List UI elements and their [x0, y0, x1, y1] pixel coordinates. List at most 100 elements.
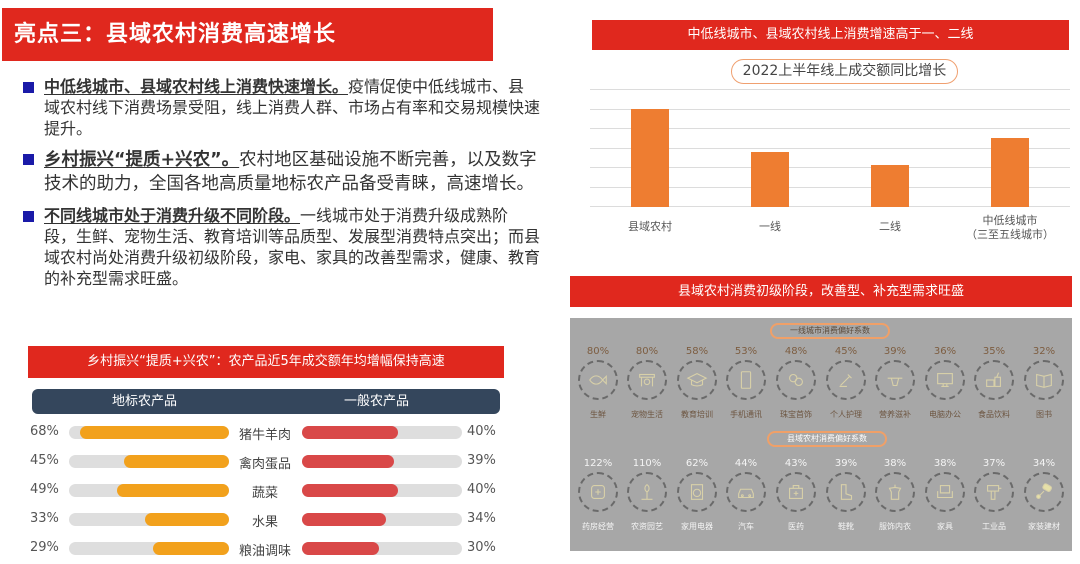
general-bar-track: [302, 426, 462, 439]
agri-diverging-bar-chart: 68% 猪牛羊肉 40% 45% 禽肉蛋品 39% 49% 蔬菜 40% 33%…: [30, 422, 510, 564]
book-icon: [1024, 360, 1064, 400]
pref-label: 生鲜: [590, 410, 606, 419]
category-label: 猪牛羊肉: [238, 428, 291, 443]
general-bar-track: [302, 542, 462, 555]
x-label: 县域农村: [628, 220, 672, 233]
geo-value: 33%: [30, 511, 59, 526]
geo-value: 29%: [30, 540, 59, 555]
bullet-item: 乡村振兴“提质+兴农”。农村地区基础设施不断完善，以及数字技术的助力，全国各地高…: [20, 148, 540, 196]
pref-pct: 62%: [685, 458, 709, 469]
geo-bar-track: [69, 513, 229, 526]
general-bar-track: [302, 455, 462, 468]
pref-pct: 43%: [784, 458, 808, 469]
geo-bar-fill: [124, 455, 229, 468]
pref-label: 汽车: [738, 522, 754, 531]
preference-panel-title: 县域农村消费初级阶段，改善型、补充型需求旺盛: [570, 276, 1072, 307]
pref-label: 家用电器: [681, 522, 713, 531]
tier1-coef-badge: 一线城市消费偏好系数: [770, 323, 890, 339]
pref-item: 32% 图书: [1019, 346, 1069, 420]
general-bar-track: [302, 513, 462, 526]
slide-title: 亮点三：县域农村消费高速增长: [2, 8, 493, 61]
general-bar-track: [302, 484, 462, 497]
gridline: [590, 147, 1070, 149]
bullet-lead: 中低线城市、县域农村线上消费快速增长。: [44, 77, 349, 96]
pharmacy-icon: [578, 472, 618, 512]
header-geo-products: 地标农产品: [112, 394, 178, 409]
geo-value: 45%: [30, 453, 59, 468]
bullet-square-icon: [23, 154, 34, 165]
pref-label: 家具: [937, 522, 953, 531]
bar-county-rural: [631, 109, 669, 207]
pref-item: 80% 宠物生活: [622, 346, 672, 420]
pref-pct: 39%: [834, 458, 858, 469]
geo-bar-track: [69, 426, 229, 439]
geo-value: 49%: [30, 482, 59, 497]
geo-value: 68%: [30, 424, 59, 439]
pref-label: 珠宝首饰: [780, 410, 812, 419]
pref-pct: 37%: [982, 458, 1006, 469]
general-bar-fill: [302, 513, 386, 526]
pet-bowl-icon: [627, 360, 667, 400]
pref-pct: 110%: [632, 458, 662, 469]
pref-pct: 35%: [982, 346, 1006, 357]
pref-item: 38% 家具: [920, 458, 970, 532]
category-label: 水果: [251, 515, 278, 530]
phone-icon: [726, 360, 766, 400]
pref-item: 35% 食品饮料: [969, 346, 1019, 420]
x-axis-labels: 县域农村 一线 二线 中低线城市 （三至五线城市）: [590, 214, 1070, 245]
clothing-icon: [875, 472, 915, 512]
computer-icon: [925, 360, 965, 400]
pref-label: 教育培训: [681, 410, 713, 419]
general-value: 40%: [467, 482, 496, 497]
bullet-list: 中低线城市、县域农村线上消费快速增长。疫情促使中低线城市、县域农村线下消费场景受…: [20, 76, 540, 298]
boot-icon: [826, 472, 866, 512]
bullet-lead: 乡村振兴“提质+兴农”。: [44, 150, 240, 170]
graduation-cap-icon: [677, 360, 717, 400]
bullet-item: 不同线城市处于消费升级不同阶段。一线城市处于消费升级成熟阶段，生鲜、宠物生活、教…: [20, 205, 540, 289]
pref-label: 食品饮料: [978, 410, 1010, 419]
agri-row: 49% 蔬菜 40%: [30, 480, 510, 509]
pref-item: 37% 工业品: [969, 458, 1019, 532]
bullet-square-icon: [23, 211, 34, 222]
bar-lower-tier: [991, 138, 1029, 207]
pref-pct: 53%: [734, 346, 758, 357]
general-bar-fill: [302, 455, 394, 468]
sofa-icon: [925, 472, 965, 512]
tier1-icon-row: 80% 生鲜 80% 宠物生活 58% 教育培训 53% 手机通讯 48% 珠宝…: [573, 346, 1071, 426]
pref-pct: 122%: [583, 458, 613, 469]
nutrition-icon: [875, 360, 915, 400]
pref-label: 手机通讯: [730, 410, 762, 419]
bullet-item: 中低线城市、县域农村线上消费快速增长。疫情促使中低线城市、县域农村线下消费场景受…: [20, 76, 540, 139]
bullet-lead: 不同线城市处于消费升级不同阶段。: [44, 206, 301, 225]
pref-label: 家装建材: [1028, 522, 1060, 531]
pref-item: 36% 电脑办公: [920, 346, 970, 420]
pref-item: 45% 个人护理: [821, 346, 871, 420]
pref-item: 80% 生鲜: [573, 346, 623, 420]
pref-label: 医药: [788, 522, 804, 531]
county-coef-badge: 县域农村消费偏好系数: [767, 431, 887, 447]
agri-group-header: 地标农产品 一般农产品: [32, 389, 500, 414]
bar-tier2: [871, 165, 909, 207]
geo-bar-fill: [145, 513, 229, 526]
general-value: 39%: [467, 453, 496, 468]
geo-bar-track: [69, 455, 229, 468]
general-value: 40%: [467, 424, 496, 439]
gardening-icon: [627, 472, 667, 512]
pref-item: 39% 营养滋补: [870, 346, 920, 420]
pref-label: 工业品: [982, 522, 1006, 531]
growth-panel-title: 中低线城市、县域农村线上消费增速高于一、二线: [592, 20, 1069, 50]
pref-label: 宠物生活: [631, 410, 663, 419]
agri-row: 33% 水果 34%: [30, 509, 510, 538]
pref-label: 图书: [1036, 410, 1052, 419]
personal-care-icon: [826, 360, 866, 400]
pref-pct: 38%: [933, 458, 957, 469]
gridline: [590, 187, 1070, 188]
pref-label: 个人护理: [830, 410, 862, 419]
pref-item: 110% 农资园艺: [622, 458, 672, 532]
pref-label: 电脑办公: [929, 410, 961, 419]
bullet-square-icon: [23, 82, 34, 93]
pref-pct: 80%: [586, 346, 610, 357]
gridline: [590, 108, 1070, 110]
x-label-sub: （三至五线城市）: [966, 228, 1054, 241]
county-icon-row: 122% 药房经营 110% 农资园艺 62% 家用电器 44% 汽车 43% …: [573, 458, 1071, 538]
